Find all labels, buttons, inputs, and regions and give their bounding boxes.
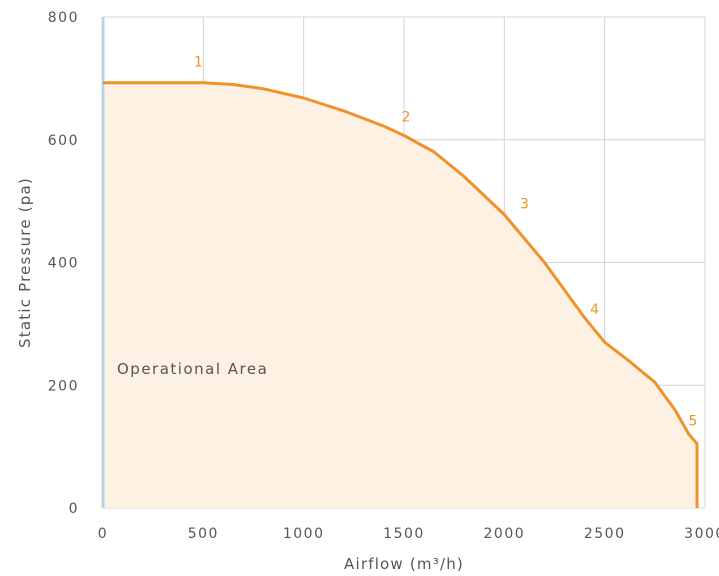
- y-tick-label-800: 800: [48, 10, 79, 26]
- x-tick-label-1000: 1000: [283, 526, 325, 542]
- curve-point-label-4: 4: [590, 302, 599, 318]
- x-tick-label-2000: 2000: [484, 526, 526, 542]
- operational-area-fill: [103, 83, 697, 508]
- y-tick-label-200: 200: [48, 378, 79, 394]
- x-axis-title: Airflow (m³/h): [344, 555, 464, 573]
- curve-point-label-3: 3: [520, 197, 529, 213]
- operational-area-label: Operational Area: [117, 360, 268, 378]
- x-tick-label-2500: 2500: [584, 526, 626, 542]
- y-tick-label-0: 0: [69, 501, 79, 517]
- curve-point-label-1: 1: [194, 55, 203, 71]
- curve-point-label-5: 5: [689, 413, 698, 429]
- x-tick-label-1500: 1500: [383, 526, 425, 542]
- y-axis-ticks: 0 200 400 600 800: [48, 10, 79, 517]
- x-tick-label-0: 0: [98, 526, 108, 542]
- x-tick-label-500: 500: [188, 526, 219, 542]
- y-tick-label-600: 600: [48, 133, 79, 149]
- y-tick-label-400: 400: [48, 256, 79, 272]
- curve-point-label-2: 2: [402, 109, 411, 125]
- y-axis-title: Static Pressure (pa): [16, 177, 34, 348]
